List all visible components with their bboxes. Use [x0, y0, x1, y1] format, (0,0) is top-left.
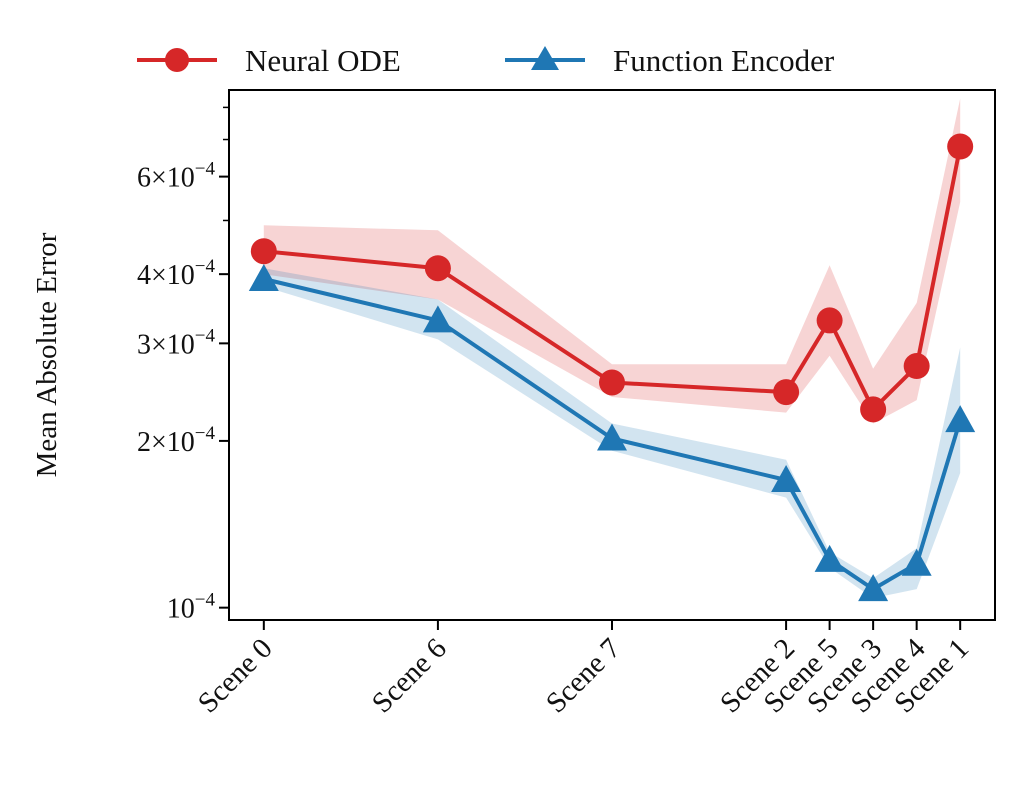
point-neural-ode-scene-1 [947, 133, 974, 160]
point-neural-ode-scene-4 [903, 353, 930, 380]
point-neural-ode-scene-0 [250, 238, 277, 265]
xtick-label-scene-0: Scene 0 [192, 632, 279, 719]
legend-marker-neural-ode [165, 48, 189, 72]
ytick-label: 2×10−4 [137, 423, 216, 458]
point-neural-ode-scene-7 [599, 369, 625, 396]
ytick-label: 10−4 [167, 590, 216, 625]
point-function-encoder-scene-6 [422, 305, 453, 333]
y-axis-ticks: 10−4 2×10−4 3×10−4 4×10−4 6×10−4 [137, 106, 229, 625]
point-neural-ode-scene-3 [860, 396, 887, 423]
ytick-label: 4×10−4 [137, 256, 216, 291]
point-function-encoder-scene-7 [597, 423, 627, 451]
legend-label-function-encoder: Function Encoder [613, 43, 835, 78]
series-markers [248, 133, 976, 602]
confidence-bands [263, 98, 961, 599]
point-neural-ode-scene-6 [424, 255, 451, 282]
point-function-encoder-scene-4 [901, 548, 932, 576]
legend-label-neural-ode: Neural ODE [245, 43, 401, 78]
ytick-label: 3×10−4 [137, 325, 216, 360]
ytick-label: 6×10−4 [137, 159, 216, 194]
legend: Neural ODE Function Encoder [137, 43, 835, 78]
xtick-label-scene-6: Scene 6 [366, 632, 453, 719]
point-function-encoder-scene-5 [814, 544, 845, 572]
point-function-encoder-scene-2 [771, 465, 802, 493]
y-axis-label: Mean Absolute Error [31, 232, 63, 477]
point-function-encoder-scene-1 [945, 405, 976, 433]
legend-entry-function-encoder: Function Encoder [505, 43, 835, 78]
point-function-encoder-scene-3 [858, 574, 889, 602]
legend-entry-neural-ode: Neural ODE [137, 43, 401, 78]
legend-marker-function-encoder [531, 46, 559, 70]
xtick-label-scene-7: Scene 7 [540, 632, 627, 719]
point-function-encoder-scene-0 [248, 264, 279, 292]
point-neural-ode-scene-2 [773, 379, 800, 406]
plot-frame [228, 89, 996, 621]
point-neural-ode-scene-5 [816, 307, 843, 334]
